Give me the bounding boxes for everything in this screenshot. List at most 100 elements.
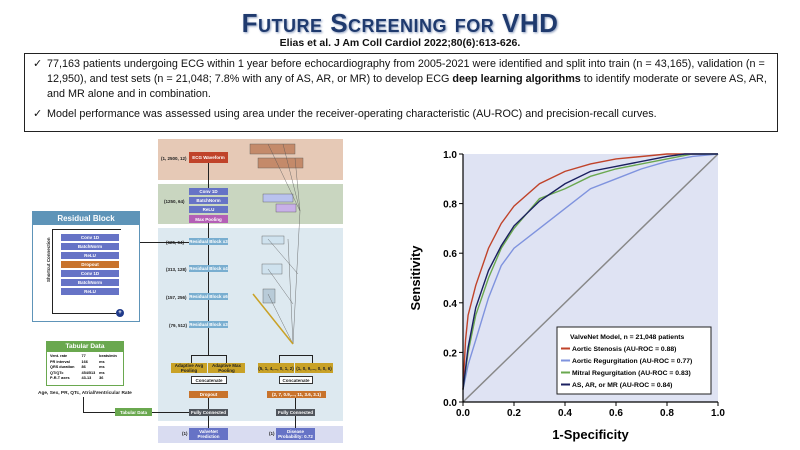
feature-map-stack	[261, 235, 285, 245]
summary-box: ✓ 77,163 patients undergoing ECG within 1…	[24, 53, 778, 132]
residual-block-x6: Residual Block x6	[189, 293, 228, 300]
adaptive-avg-pooling-block: Adaptive Avg Pooling	[171, 363, 207, 373]
max-pooling-block: Max Pooling	[189, 215, 228, 223]
legend-box	[556, 326, 712, 395]
network-visualization	[249, 143, 304, 345]
tabular-features-caption: Age, Sex, PR, QTc, Atrial/Ventricular Ra…	[38, 391, 132, 396]
roc-curve-1	[462, 153, 719, 390]
shape-label: (1)	[269, 431, 275, 436]
concatenate-block-right: Concatenate	[279, 376, 313, 384]
batchnorm-layer: BatchNorm	[61, 243, 119, 250]
residual-block-x4: Residual Block x4	[189, 265, 228, 272]
concatenated-vector: (2, 7, 0.9,..., 11, 3.6, 3.1)	[267, 391, 326, 398]
cell: 86	[81, 365, 86, 369]
table-row: P-R-T axes 43-13 36	[50, 376, 122, 382]
conv1d-layer: Conv 1D	[61, 234, 119, 241]
bullet-text: 77,163 patients undergoing ECG within 1 …	[47, 58, 765, 85]
pooled-vector-avg: (5, 1, 4,..., 0, 1, 2)	[258, 363, 294, 373]
table-row: Vent. rate 77 beats/min	[50, 354, 122, 360]
shape-label: (1)	[182, 431, 188, 436]
legend-entry: AS, AR, or MR (AU-ROC = 0.84)	[572, 382, 672, 389]
cell: PR interval	[50, 359, 70, 364]
x-tick-label: 0.2	[507, 408, 521, 419]
reference-diagonal	[462, 153, 719, 403]
shape-label: (157, 256)	[166, 295, 187, 300]
table-row: QRS duration 86 ms	[50, 365, 122, 371]
cell: 43-13	[81, 376, 92, 380]
cell: 454/513	[81, 370, 96, 375]
cell: P-R-T axes	[50, 376, 70, 380]
adaptive-max-pooling-block: Adaptive Max Pooling	[208, 363, 245, 373]
checkmark-icon: ✓	[33, 58, 43, 70]
y-tick-label: 0.8	[443, 200, 457, 211]
bullet-bold-text: deep learning algorithms	[452, 73, 581, 85]
x-tick-label: 0.4	[558, 408, 572, 419]
cell: ms	[99, 370, 105, 375]
batchnorm-block: BatchNorm	[189, 197, 228, 204]
feature-map-stack	[275, 203, 297, 213]
roc-chart: 0.0 0.2 0.4 0.6 0.8 1.0 0.0 0.2 0.4 0.6 0.8 1.0 1-Sp…	[408, 150, 725, 442]
tabular-data-panel: Tabular Data Vent. rate 77 beats/min PR in…	[46, 341, 124, 386]
relu-block: ReLU	[189, 206, 228, 213]
residual-block-panel: Residual Block Shortcut Connection Conv …	[32, 211, 140, 322]
bullet-item: ✓ Model performance was assessed using ar…	[33, 107, 769, 122]
checkmark-icon: ✓	[33, 108, 43, 120]
residual-block-x3: Residual Block x3	[189, 321, 228, 328]
add-icon: +	[116, 309, 124, 317]
shortcut-connection-label: Shortcut Connection	[46, 237, 51, 283]
cell: QRS duration	[50, 365, 75, 369]
feature-vector	[252, 293, 294, 345]
x-axis-label: 1-Specificity	[552, 427, 629, 442]
y-axis-label: Sensitivity	[408, 245, 423, 311]
roc-curve-3	[462, 153, 718, 390]
feature-map-stack	[261, 263, 283, 275]
legend-entry: Mitral Regurgitation (AU-ROC = 0.83)	[572, 370, 691, 377]
cell: beats/min	[99, 354, 117, 358]
tabular-data-title: Tabular Data	[47, 342, 123, 352]
y-tick-label: 0.0	[443, 398, 457, 409]
shape-label: (1, 2500, 12)	[161, 156, 187, 161]
tabular-data-input: Tabular Data	[115, 408, 152, 416]
feature-map-stack	[249, 143, 296, 155]
residual-block-title: Residual Block	[33, 212, 139, 225]
shape-label: (313, 128)	[166, 267, 187, 272]
x-tick-label: 0.8	[660, 408, 674, 419]
legend-entry: Aortic Regurgitation (AU-ROC = 0.77)	[572, 358, 692, 365]
cell: Vent. rate	[50, 354, 68, 358]
y-tick-label: 0.2	[443, 348, 457, 359]
shape-label: (1250, 64)	[164, 199, 185, 204]
cell: 36	[99, 376, 104, 380]
pooled-vector-max: (1, 0, 9,..., 0, 0, 6)	[295, 363, 333, 373]
ecg-waveform-block: ECG Waveform	[189, 152, 228, 163]
concatenate-block: Concatenate	[191, 376, 227, 384]
cell: QT/QTc	[50, 370, 64, 375]
table-row: QT/QTc 454/513 ms	[50, 371, 122, 377]
stem-band	[158, 184, 343, 224]
conv1d-layer: Conv 1D	[61, 270, 119, 277]
fully-connected-block: Fully Connected	[189, 409, 228, 416]
fully-connected-block-right: Fully Connected	[276, 409, 315, 416]
relu-layer: ReLU	[61, 252, 119, 259]
ecg-measurements-table: Vent. rate 77 beats/min PR interval 166 ms Q…	[50, 354, 122, 382]
feature-map-stack	[262, 193, 294, 203]
cell: ms	[99, 365, 105, 369]
y-tick-label: 0.6	[443, 249, 457, 260]
y-tick-label: 1.0	[443, 150, 457, 161]
bullet-text: to identify moderate or severe AS, AR, a…	[47, 73, 767, 100]
dropout-layer: Dropout	[61, 261, 119, 268]
batchnorm-layer: BatchNorm	[61, 279, 119, 286]
shape-label: (79, 512)	[169, 323, 188, 328]
legend-entry: Aortic Stenosis (AU-ROC = 0.88)	[572, 346, 676, 353]
x-tick-label: 1.0	[711, 408, 725, 419]
bullet-text: Model performance was assessed using are…	[47, 108, 657, 120]
body-band	[158, 228, 343, 421]
bullet-item: ✓ 77,163 patients undergoing ECG within 1…	[33, 57, 769, 102]
y-tick-label: 0.4	[443, 299, 457, 310]
cell: 166	[81, 359, 88, 364]
citation: Elias et al. J Am Coll Cardiol 2022;80(6…	[279, 37, 521, 49]
valvenet-prediction-block: ValveNet Prediction	[189, 428, 228, 440]
dropout-block: Dropout	[189, 391, 228, 398]
disease-probability-block: Disease Probability: 0.72	[276, 428, 315, 440]
slide-title: Future Screening for VHD	[241, 8, 559, 38]
table-row: PR interval 166 ms	[50, 360, 122, 366]
